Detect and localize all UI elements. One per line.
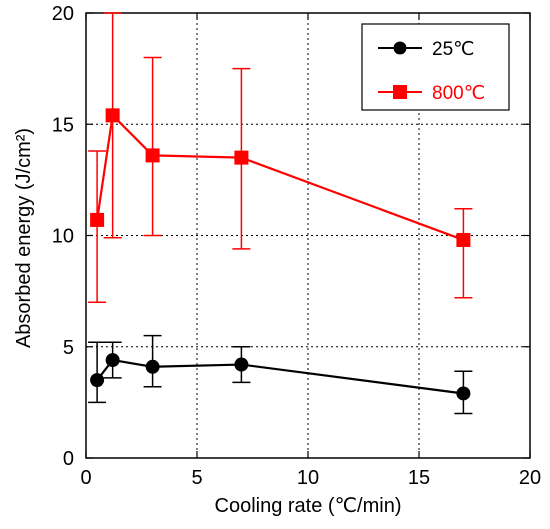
data-point-square (456, 232, 471, 247)
data-point-circle (145, 359, 160, 374)
y-tick-label: 0 (63, 448, 74, 470)
data-point-square (234, 150, 249, 165)
legend-box (361, 23, 510, 111)
legend-label-25: 25℃ (432, 39, 474, 60)
y-tick-label: 20 (52, 3, 74, 25)
data-point-circle (105, 353, 120, 368)
tick-marks (85, 12, 531, 459)
y-tick-labels: 0 5 10 15 20 (52, 3, 74, 470)
x-tick-label: 0 (80, 467, 91, 489)
y-tick-label: 15 (52, 114, 74, 136)
data-point-circle (90, 373, 105, 388)
y-tick-label: 5 (63, 337, 74, 359)
data-point-square (145, 148, 160, 163)
legend-marker-circle (393, 41, 407, 55)
x-tick-label: 20 (519, 467, 541, 489)
x-tick-label: 15 (408, 467, 430, 489)
series-0 (88, 334, 473, 415)
legend-entry-25: 25℃ (378, 39, 474, 60)
data-point-circle (234, 357, 249, 372)
x-tick-label: 10 (297, 467, 319, 489)
grid (86, 13, 530, 458)
data-point-square (105, 108, 120, 123)
x-axis-label: Cooling rate (℃/min) (215, 495, 402, 517)
x-tick-label: 5 (191, 467, 202, 489)
y-axis-label: Absorbed energy (J/cm²) (13, 128, 35, 348)
legend-label-800: 800℃ (432, 83, 485, 104)
x-tick-labels: 0 5 10 15 20 (80, 467, 541, 489)
data-point-square (90, 212, 105, 227)
data-point-circle (456, 386, 471, 401)
legend-entry-800: 800℃ (378, 83, 485, 104)
y-tick-label: 10 (52, 226, 74, 248)
series-layer (88, 12, 473, 415)
legend-marker-square (393, 85, 407, 99)
series-1 (88, 12, 473, 303)
legend: 25℃ 800℃ (361, 23, 510, 111)
